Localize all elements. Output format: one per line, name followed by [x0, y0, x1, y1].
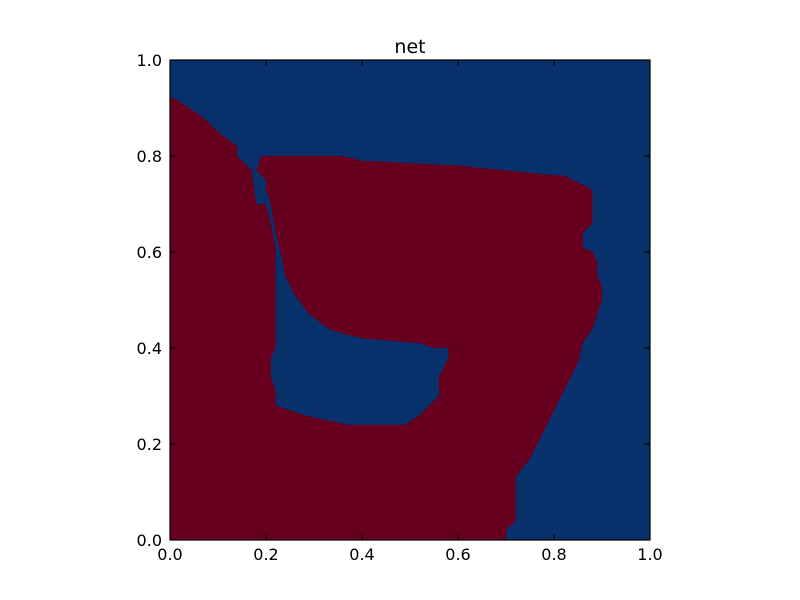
axis-ticks: 0.0 0.2 0.4 0.6 0.8 1.0 0.0 0.2 0.4 0.6 0.8 1.0	[137, 51, 663, 564]
plot-area	[169, 59, 651, 541]
x-tick-label: 0.2	[253, 545, 278, 564]
y-tick-label: 0.8	[137, 147, 162, 166]
x-tick-label: 0.0	[157, 545, 182, 564]
region-foreground_class	[170, 98, 602, 541]
chart-title: net	[394, 36, 425, 58]
x-tick-label: 0.4	[349, 545, 374, 564]
y-tick-label: 1.0	[137, 51, 162, 70]
y-tick-label: 0.6	[137, 243, 162, 262]
y-tick-label: 0.0	[137, 531, 162, 550]
y-tick-label: 0.2	[137, 435, 162, 454]
x-tick-label: 1.0	[637, 545, 662, 564]
plot-frame	[169, 59, 651, 541]
x-tick-label: 0.6	[445, 545, 470, 564]
y-tick-label: 0.4	[137, 339, 162, 358]
x-tick-label: 0.8	[541, 545, 566, 564]
